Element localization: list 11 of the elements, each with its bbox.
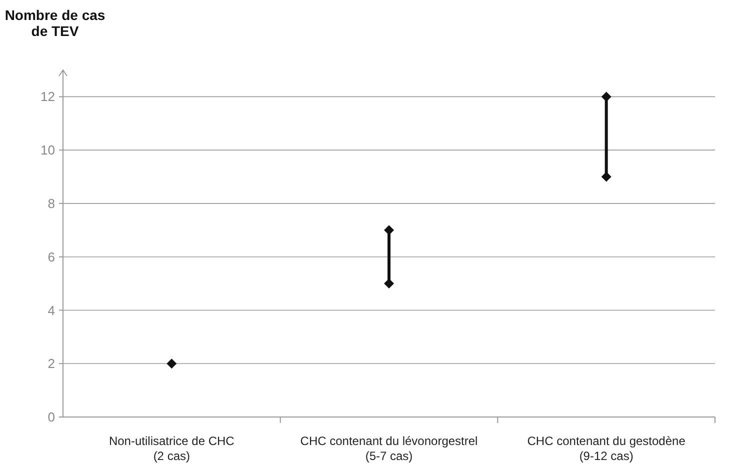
- y-tick-label: 6: [48, 249, 55, 264]
- y-tick-label: 12: [40, 89, 55, 104]
- y-tick-label: 10: [40, 142, 55, 158]
- x-tick-label: CHC contenant du lévonorgestrel (5-7 cas): [300, 434, 478, 463]
- x-tick-label: CHC contenant du gestodène (9-12 cas): [527, 434, 686, 463]
- y-tick-label: 0: [48, 410, 55, 425]
- y-axis-title: Nombre de cas de TEV: [4, 7, 106, 39]
- y-tick-label: 2: [48, 356, 55, 372]
- y-tick-label: 4: [48, 302, 55, 318]
- y-tick-label: 8: [48, 196, 55, 212]
- x-tick-label: Non-utilisatrice de CHC (2 cas): [108, 434, 235, 463]
